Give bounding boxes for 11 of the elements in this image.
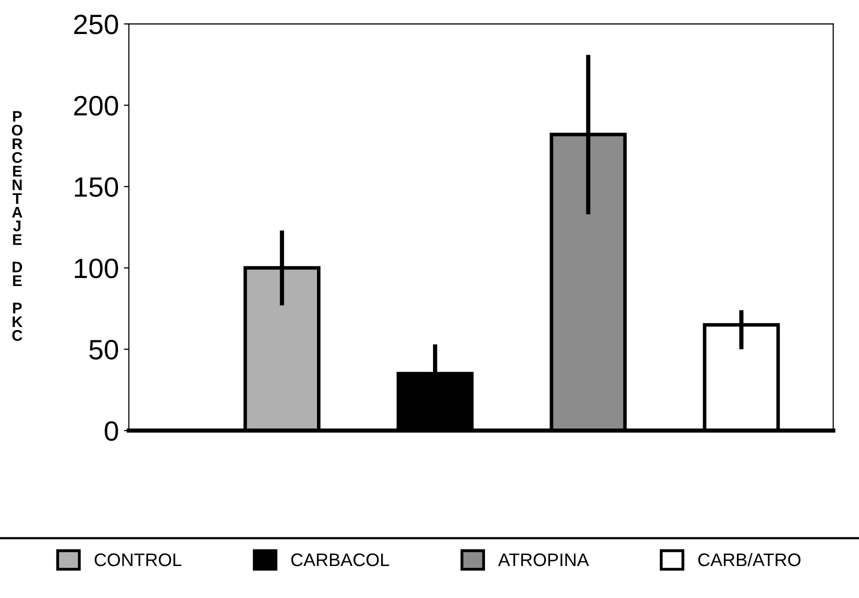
y-tick-label: 50 bbox=[89, 340, 118, 360]
y-tick-label: 250 bbox=[74, 14, 118, 34]
legend-label: CONTROL bbox=[94, 553, 182, 566]
y-tick-label: 100 bbox=[74, 258, 118, 278]
legend-label: CARB/ATRO bbox=[698, 552, 800, 566]
text: PORCENTAJE DE PKC bbox=[12, 111, 23, 341]
legend-label: ATROPINA bbox=[498, 553, 589, 566]
y-tick-label: 200 bbox=[74, 96, 118, 116]
legend-label: CARBACOL bbox=[291, 553, 390, 566]
y-tick-label: 0 bbox=[104, 421, 118, 441]
y-tick-label: 150 bbox=[74, 177, 118, 197]
